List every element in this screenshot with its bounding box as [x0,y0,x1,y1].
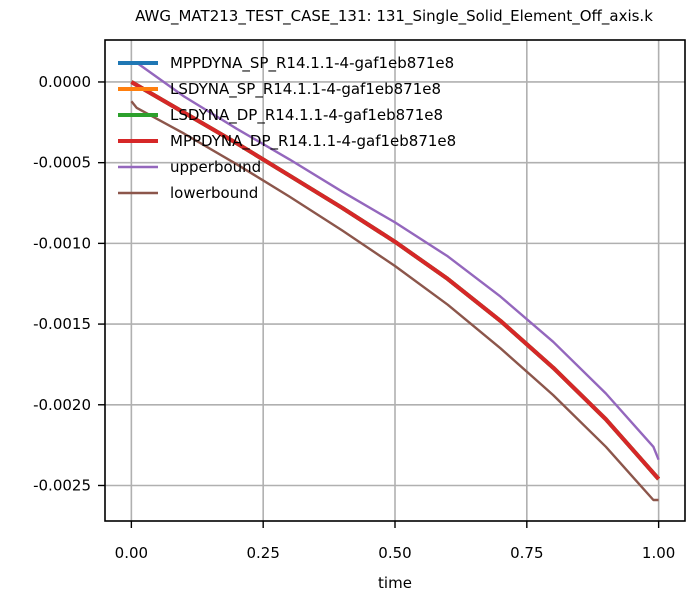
series-line-4 [130,80,661,481]
x-tick-label: 0.25 [246,544,279,562]
y-tick-label: 0.0000 [39,73,92,91]
y-tick-label: -0.0010 [33,234,91,252]
x-tick-label: 0.50 [378,544,411,562]
y-ticks: 0.0000 -0.0005 -0.0010 -0.0015 -0.0020 -0.002… [33,73,105,494]
legend-label: MPPDYNA_SP_R14.1.1-4-gaf1eb871e8 [170,54,454,73]
x-axis-label: time [378,574,412,592]
y-tick-label: -0.0015 [33,315,91,333]
legend-label: MPPDYNA_DP_R14.1.1-4-gaf1eb871e8 [170,132,456,151]
series-line-6 [130,100,659,502]
x-ticks: 0.00 0.25 0.50 0.75 1.00 [115,521,675,562]
x-tick-label: 0.00 [115,544,148,562]
chart-title: AWG_MAT213_TEST_CASE_131: 131_Single_Sol… [135,7,653,26]
legend-label: LSDYNA_DP_R14.1.1-4-gaf1eb871e8 [170,106,443,125]
plot-lines [130,61,661,502]
y-tick-label: -0.0025 [33,476,91,494]
legend-label: LSDYNA_SP_R14.1.1-4-gaf1eb871e8 [170,80,441,99]
y-tick-label: -0.0005 [33,154,91,172]
y-tick-label: -0.0020 [33,396,91,414]
legend-label: upperbound [170,158,261,176]
series-line-5 [135,61,660,461]
x-tick-label: 1.00 [642,544,675,562]
legend-label: lowerbound [170,184,258,202]
x-tick-label: 0.75 [510,544,543,562]
legend: MPPDYNA_SP_R14.1.1-4-gaf1eb871e8 LSDYNA_S… [118,54,456,202]
